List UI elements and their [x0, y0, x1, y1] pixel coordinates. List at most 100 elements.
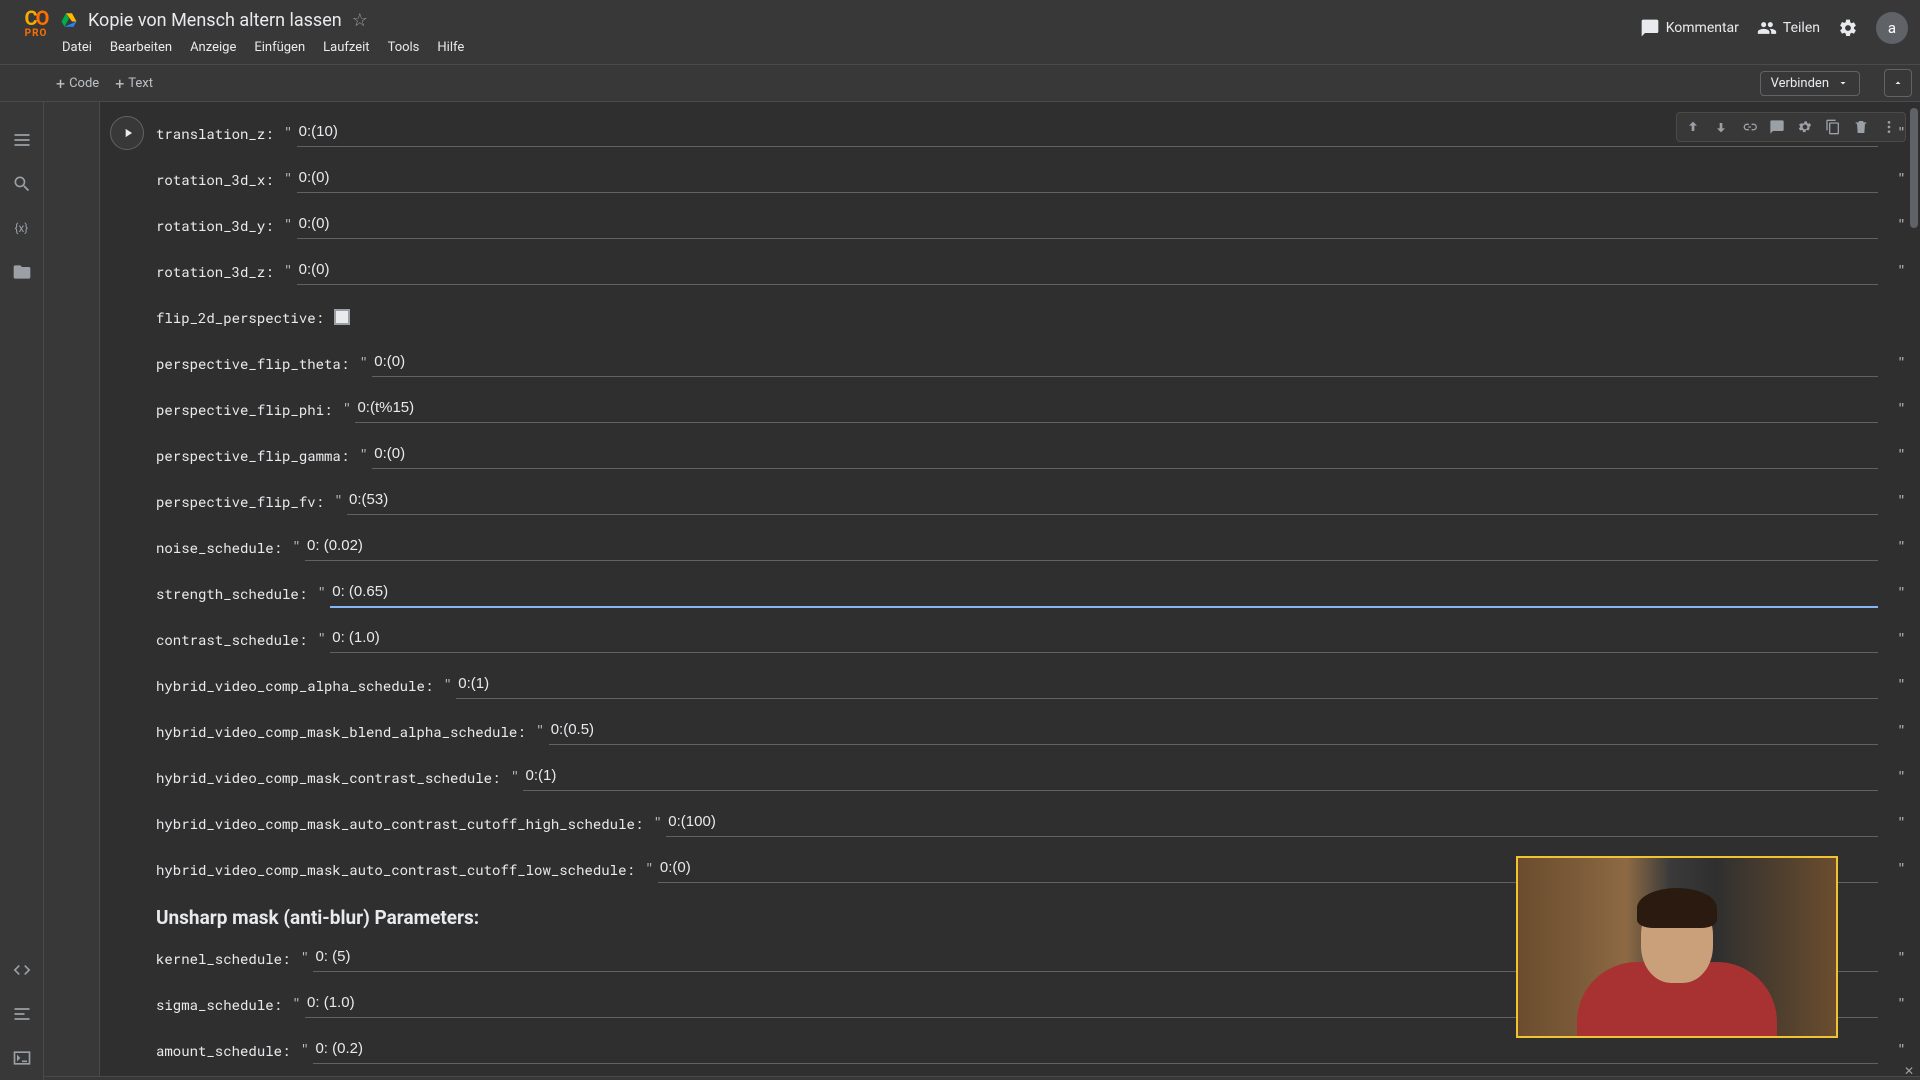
input-hybrid_video_comp_mask_auto_contrast_cutoff_high_schedule[interactable] — [666, 809, 1878, 837]
form-label: hybrid_video_comp_mask_auto_contrast_cut… — [156, 860, 645, 879]
open-quote: " — [653, 813, 662, 833]
form-label: amount_schedule: — [156, 1041, 300, 1060]
close-quote: " — [1878, 994, 1906, 1014]
close-quote: " — [1878, 123, 1906, 143]
play-icon — [121, 126, 135, 140]
share-label: Teilen — [1783, 20, 1820, 36]
avatar[interactable]: a — [1876, 12, 1908, 44]
form-row-hybrid_video_comp_alpha_schedule: hybrid_video_comp_alpha_schedule:"" — [156, 662, 1906, 708]
close-quote: " — [1878, 169, 1906, 189]
share-button[interactable]: Teilen — [1757, 18, 1820, 38]
close-quote: " — [1878, 537, 1906, 557]
notebook-title[interactable]: Kopie von Mensch altern lassen — [88, 10, 342, 31]
input-hybrid_video_comp_alpha_schedule[interactable] — [456, 671, 1878, 699]
star-icon[interactable]: ☆ — [352, 10, 368, 31]
open-quote: " — [645, 859, 654, 879]
input-contrast_schedule[interactable] — [330, 625, 1878, 653]
open-quote: " — [359, 353, 368, 373]
pro-badge: PRO — [25, 28, 48, 39]
menu-einfuegen[interactable]: Einfügen — [254, 40, 305, 55]
input-strength_schedule[interactable] — [330, 579, 1878, 608]
connect-button[interactable]: Verbinden — [1760, 71, 1860, 96]
add-text-button[interactable]: +Text — [115, 74, 153, 93]
open-quote: " — [292, 994, 301, 1014]
command-palette-button[interactable] — [0, 992, 44, 1036]
form-label: hybrid_video_comp_alpha_schedule: — [156, 676, 443, 695]
scroll-thumb[interactable] — [1910, 108, 1918, 228]
toc-button[interactable] — [0, 118, 44, 162]
input-noise_schedule[interactable] — [305, 533, 1878, 561]
open-quote: " — [317, 629, 326, 649]
collapse-header-button[interactable] — [1884, 69, 1912, 97]
open-quote: " — [510, 767, 519, 787]
input-perspective_flip_gamma[interactable] — [372, 441, 1878, 469]
close-quote: " — [1878, 445, 1906, 465]
close-quote: " — [1878, 215, 1906, 235]
form-label: perspective_flip_gamma: — [156, 446, 359, 465]
run-cell-button[interactable] — [110, 116, 144, 150]
form-label: hybrid_video_comp_mask_blend_alpha_sched… — [156, 722, 536, 741]
code-snippets-button[interactable] — [0, 948, 44, 992]
comment-button[interactable]: Kommentar — [1640, 18, 1739, 38]
menu-hilfe[interactable]: Hilfe — [437, 40, 464, 55]
close-quote: " — [1878, 399, 1906, 419]
form-label: sigma_schedule: — [156, 995, 292, 1014]
webcam-pip[interactable] — [1516, 856, 1838, 1038]
add-code-label: Code — [69, 76, 99, 91]
checkbox-flip_2d_perspective[interactable] — [334, 309, 350, 325]
open-quote: " — [359, 445, 368, 465]
variables-button[interactable]: {x} — [0, 206, 44, 250]
open-quote: " — [443, 675, 452, 695]
open-quote: " — [342, 399, 351, 419]
input-rotation_3d_y[interactable] — [297, 211, 1878, 239]
open-quote: " — [300, 1040, 309, 1060]
form-label: rotation_3d_y: — [156, 216, 284, 235]
form-label: kernel_schedule: — [156, 949, 300, 968]
close-quote: " — [1878, 721, 1906, 741]
form-label: perspective_flip_phi: — [156, 400, 342, 419]
app-header: CO PRO Kopie von Mensch altern lassen ☆ … — [0, 0, 1920, 64]
input-rotation_3d_z[interactable] — [297, 257, 1878, 285]
input-perspective_flip_theta[interactable] — [372, 349, 1878, 377]
menu-laufzeit[interactable]: Laufzeit — [323, 40, 369, 55]
status-bar — [44, 1076, 1920, 1080]
cell-gutter — [44, 102, 100, 1080]
gear-icon — [1838, 18, 1858, 38]
menu-anzeige[interactable]: Anzeige — [190, 40, 236, 55]
settings-button[interactable] — [1838, 18, 1858, 38]
colab-logo-block: CO PRO — [12, 6, 60, 39]
open-quote: " — [284, 215, 293, 235]
input-amount_schedule[interactable] — [313, 1036, 1878, 1064]
input-translation_z[interactable] — [297, 119, 1878, 147]
form-label: hybrid_video_comp_mask_contrast_schedule… — [156, 768, 510, 787]
avatar-initial: a — [1888, 19, 1896, 37]
input-perspective_flip_phi[interactable] — [355, 395, 1878, 423]
form-row-rotation_3d_y: rotation_3d_y:"" — [156, 202, 1906, 248]
close-panel-icon[interactable]: ✕ — [1904, 1064, 1914, 1078]
input-hybrid_video_comp_mask_blend_alpha_schedule[interactable] — [549, 717, 1878, 745]
close-quote: " — [1878, 948, 1906, 968]
input-rotation_3d_x[interactable] — [297, 165, 1878, 193]
menu-bearbeiten[interactable]: Bearbeiten — [110, 40, 172, 55]
form-label: perspective_flip_theta: — [156, 354, 359, 373]
comment-label: Kommentar — [1666, 20, 1739, 36]
close-quote: " — [1878, 353, 1906, 373]
menu-tools[interactable]: Tools — [388, 40, 420, 55]
terminal-button[interactable] — [0, 1036, 44, 1080]
files-button[interactable] — [0, 250, 44, 294]
search-button[interactable] — [0, 162, 44, 206]
open-quote: " — [284, 123, 293, 143]
share-icon — [1757, 18, 1777, 38]
form-label: rotation_3d_z: — [156, 262, 284, 281]
close-quote: " — [1878, 813, 1906, 833]
form-row-hybrid_video_comp_mask_auto_contrast_cutoff_high_schedule: hybrid_video_comp_mask_auto_contrast_cut… — [156, 800, 1906, 846]
input-perspective_flip_fv[interactable] — [347, 487, 1878, 515]
plus-icon: + — [56, 74, 65, 93]
add-code-button[interactable]: + Code — [56, 74, 99, 93]
form-label: translation_z: — [156, 124, 284, 143]
form-row-rotation_3d_z: rotation_3d_z:"" — [156, 248, 1906, 294]
input-hybrid_video_comp_mask_contrast_schedule[interactable] — [523, 763, 1878, 791]
menu-datei[interactable]: Datei — [62, 40, 92, 55]
vertical-scrollbar[interactable] — [1908, 102, 1920, 1080]
form-row-perspective_flip_theta: perspective_flip_theta:"" — [156, 340, 1906, 386]
